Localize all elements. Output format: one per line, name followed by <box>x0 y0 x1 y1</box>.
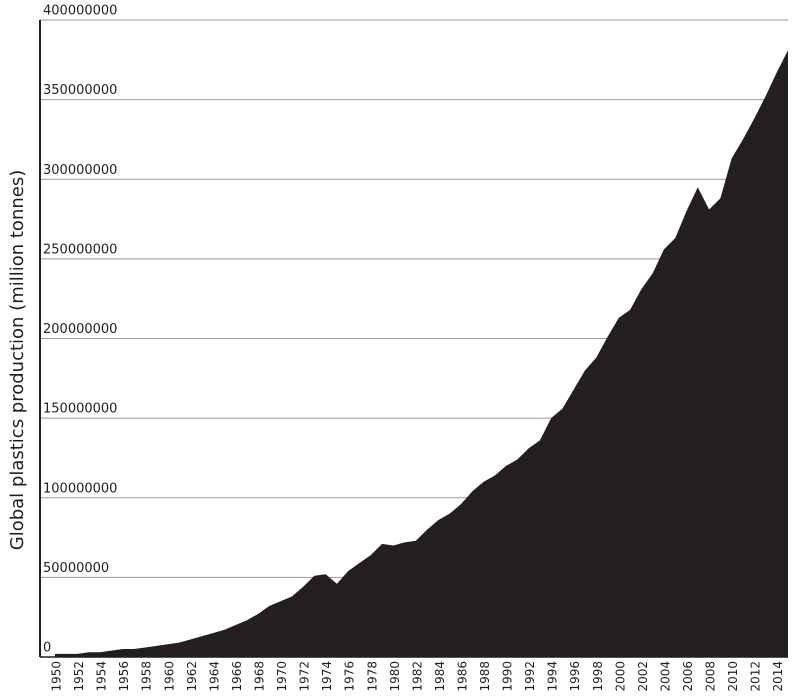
y-tick-label: 300000000 <box>43 163 117 178</box>
x-tick-label: 1962 <box>185 661 199 692</box>
x-tick-label: 1984 <box>433 661 447 692</box>
x-tick-label: 1958 <box>140 661 154 692</box>
x-tick-label: 1976 <box>343 661 357 692</box>
y-tick-label: 0 <box>43 641 51 656</box>
x-tick-label: 1992 <box>523 661 537 692</box>
x-tick-label: 1990 <box>501 661 515 692</box>
x-tick-label: 1966 <box>230 661 244 692</box>
x-tick-label: 1960 <box>162 661 176 692</box>
x-tick-label: 1988 <box>478 661 492 692</box>
x-tick-label: 2014 <box>771 661 785 692</box>
x-tick-label: 1954 <box>95 661 109 692</box>
x-tick-label: 2000 <box>613 661 627 692</box>
y-tick-label: 200000000 <box>43 322 117 337</box>
x-tick-label: 1950 <box>50 661 64 692</box>
x-tick-label: 1980 <box>388 661 402 692</box>
x-tick-label: 1974 <box>320 661 334 692</box>
x-tick-label: 1982 <box>410 661 424 692</box>
y-tick-label: 400000000 <box>43 4 117 19</box>
x-tick-label: 1994 <box>546 661 560 692</box>
x-tick-label: 2006 <box>681 661 695 692</box>
x-tick-label: 1996 <box>568 661 582 692</box>
y-axis-label: Global plastics production (million tonn… <box>7 170 28 550</box>
x-tick-label: 1998 <box>591 661 605 692</box>
x-tick-label: 1972 <box>298 661 312 692</box>
x-tick-label: 1964 <box>207 661 221 692</box>
x-tick-label: 2004 <box>658 661 672 692</box>
x-tick-label: 1952 <box>72 661 86 692</box>
x-tick-label: 1968 <box>252 661 266 692</box>
x-tick-label: 2012 <box>749 661 763 692</box>
x-tick-label: 1986 <box>455 661 469 692</box>
area <box>55 50 788 657</box>
x-tick-label: 1970 <box>275 661 289 692</box>
x-tick-label: 2002 <box>636 661 650 692</box>
y-tick-label: 150000000 <box>43 402 117 417</box>
y-tick-label: 350000000 <box>43 83 117 98</box>
x-tick-label: 2010 <box>726 661 740 692</box>
y-tick-label: 250000000 <box>43 242 117 257</box>
y-tick-label: 50000000 <box>43 561 109 576</box>
x-tick-label: 1956 <box>117 661 131 692</box>
y-tick-label: 100000000 <box>43 481 117 496</box>
x-tick-label: 1978 <box>365 661 379 692</box>
x-tick-label: 2008 <box>704 661 718 692</box>
